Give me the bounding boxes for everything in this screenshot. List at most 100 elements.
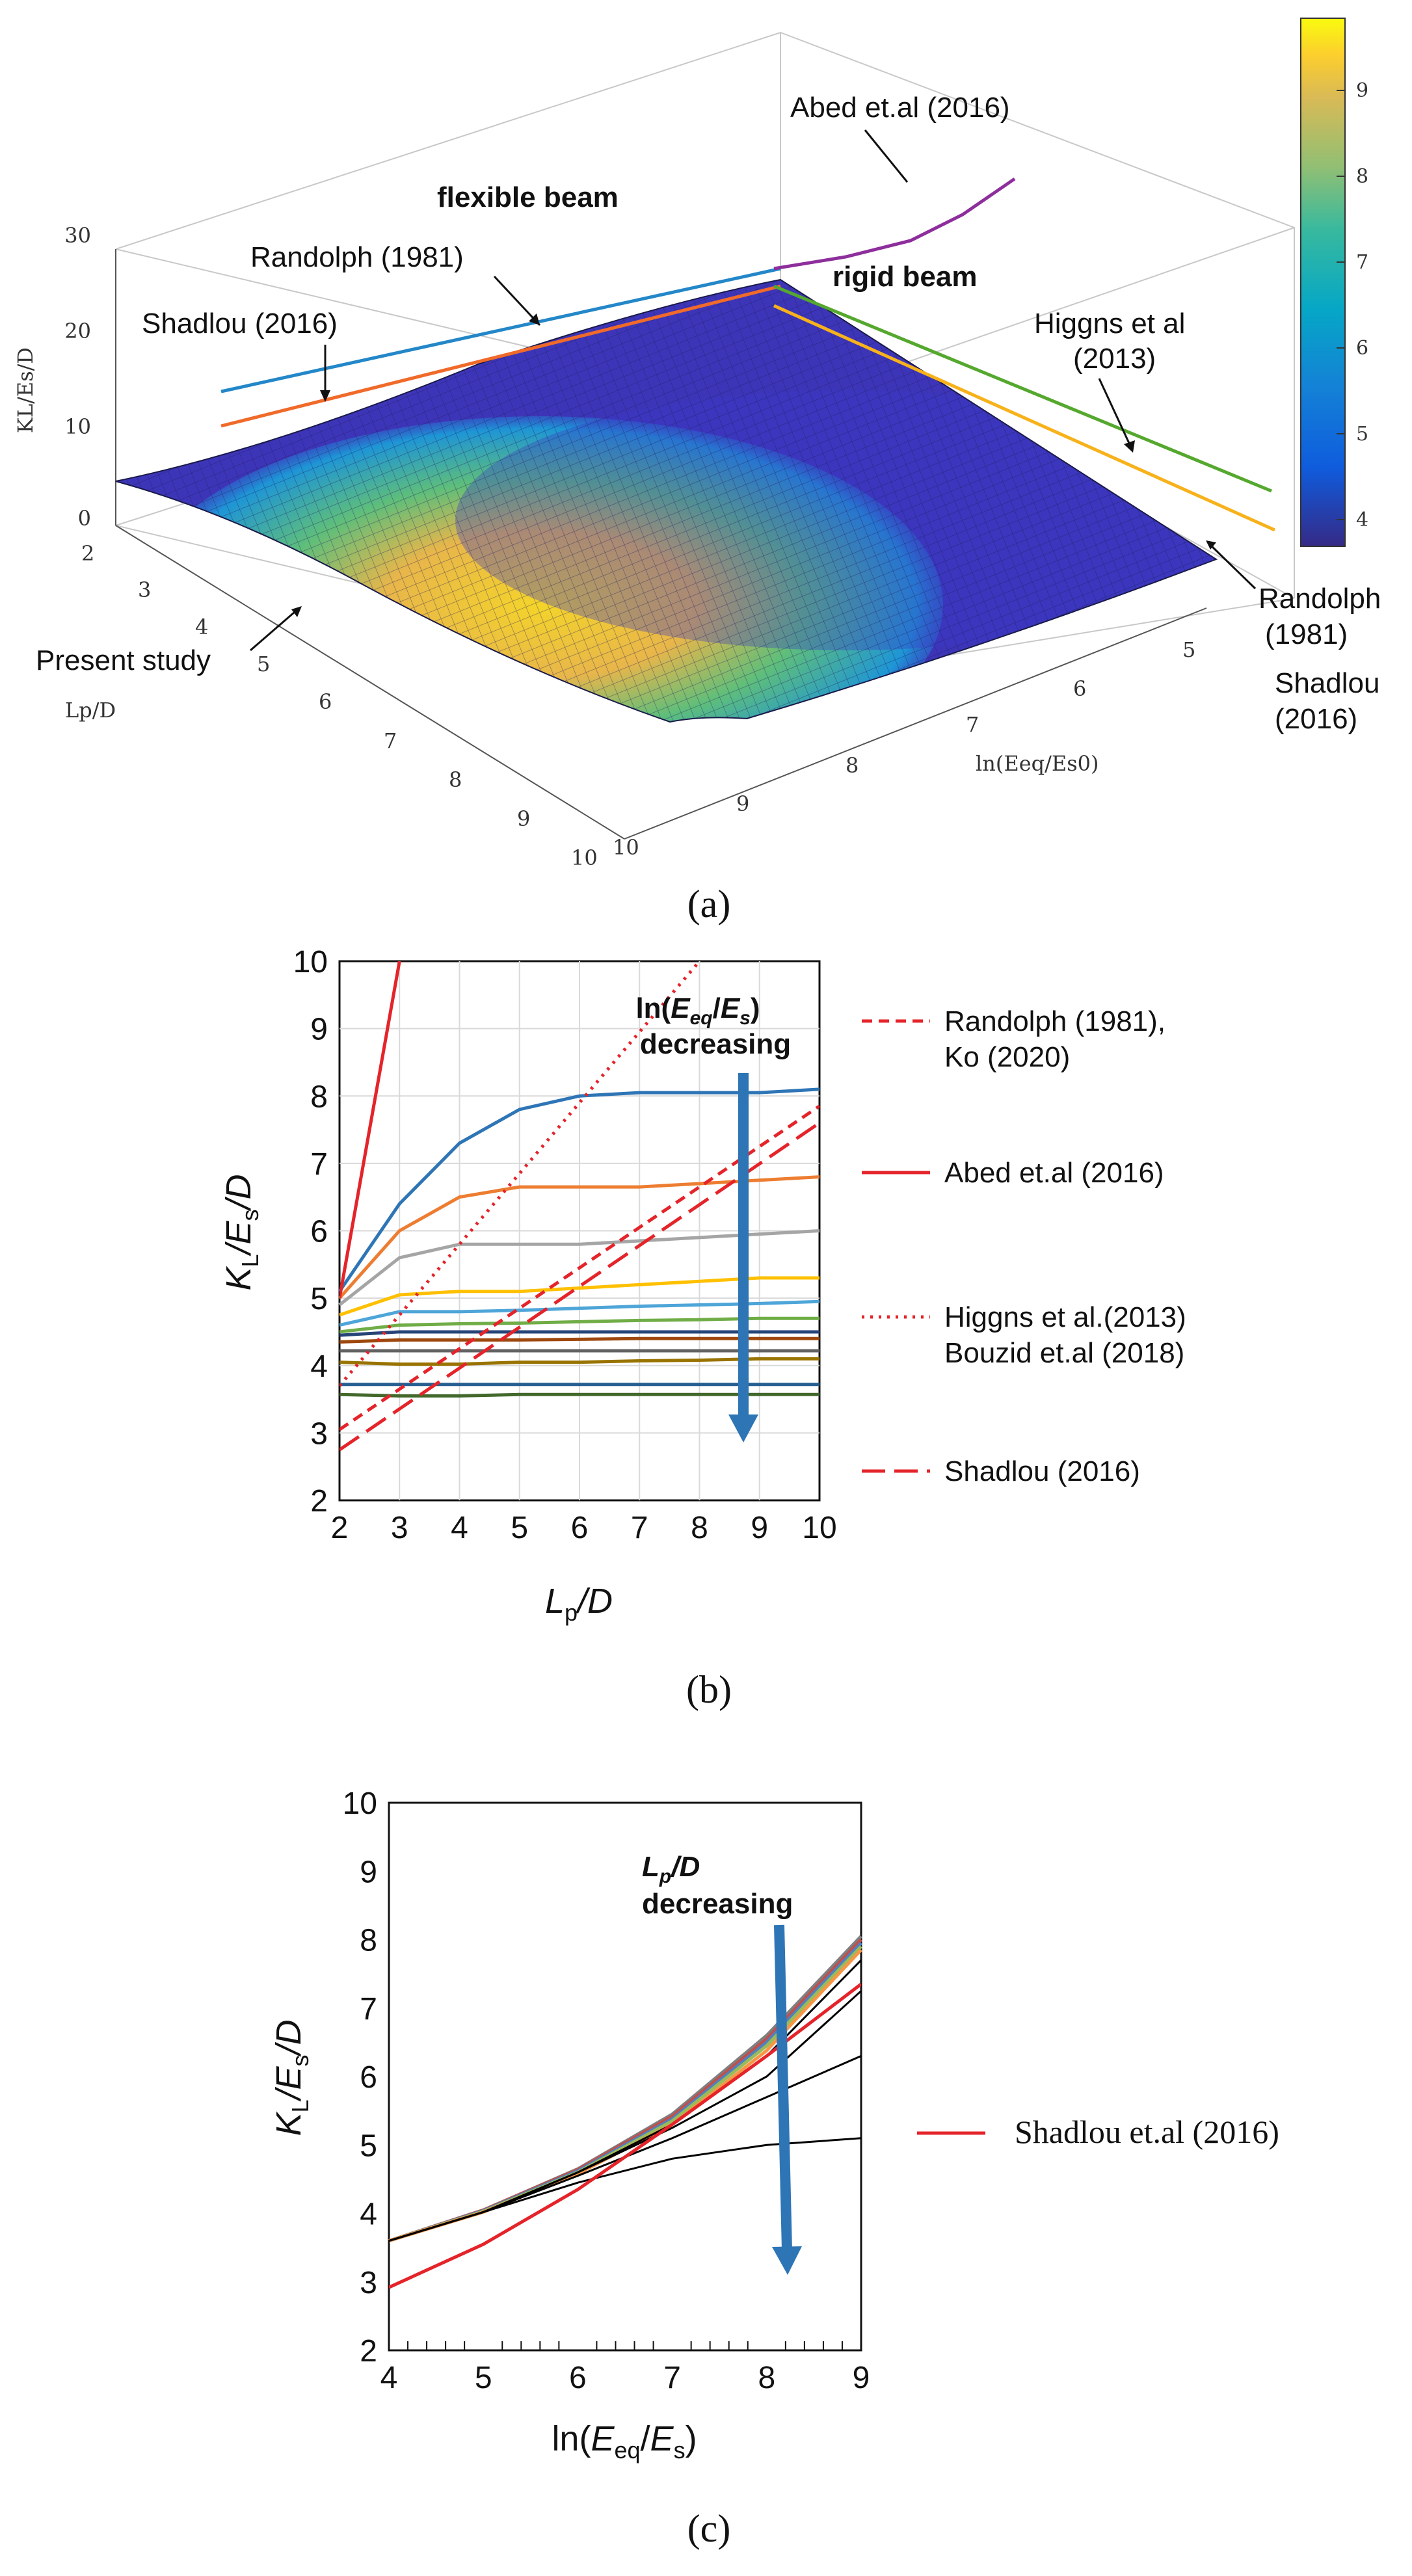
- y-tick-label: 2: [360, 2334, 377, 2369]
- x-tick-label: 3: [391, 1511, 408, 1545]
- decreasing-arrow: [728, 1073, 758, 1442]
- legend-label: Abed et.al (2016): [944, 1157, 1164, 1189]
- annotation-randolph: Randolph (1981): [250, 241, 464, 273]
- x-tick-label: 8: [758, 2361, 775, 2395]
- x-tick-label: 10: [802, 1511, 836, 1545]
- x-ticks: 4 5 6 7 8 9: [380, 2341, 870, 2395]
- x-tick-label: 4: [451, 1511, 468, 1545]
- annotation-present-study: Present study: [36, 644, 211, 676]
- y-tick-label: 9: [360, 1855, 377, 1889]
- reference-line: [340, 961, 401, 1299]
- y-tick-label: 6: [310, 1215, 328, 1249]
- y-ticks: 2 3 4 5 6 7 8 9 10: [343, 1786, 377, 2369]
- x-axis-ticks: 2 3 4 5 6 7 8 9 10: [81, 541, 598, 870]
- y-tick: 9: [736, 791, 749, 816]
- z-tick: 10: [64, 414, 91, 439]
- x-tick-label: 5: [475, 2361, 492, 2395]
- y-axis-label: KL/Es/D: [269, 2019, 313, 2136]
- panel-b-line-chart: 2 3 4 5 6 7 8 9 10 2 3 4 5 6 7 8 9 10 ln(Eeq/Es) decreas…: [219, 945, 1186, 1711]
- arrow-label-line2: decreasing: [642, 1888, 793, 1920]
- panel-c-line-chart: 4 5 6 7 8 9 2 3 4 5 6 7 8 9 10 Lp/D decreasing ln(Eeq…: [269, 1786, 1279, 2550]
- legend-label: Shadlou (2016): [944, 1455, 1140, 1487]
- arrow-label-line1: ln(Eeq/Es): [635, 992, 760, 1029]
- y-tick-label: 6: [360, 2060, 377, 2095]
- annotation-randolph-right-2: (1981): [1265, 618, 1348, 650]
- decreasing-arrow: [772, 1924, 802, 2275]
- panel-c-label: (c): [687, 2507, 731, 2550]
- x-axis-label: ln(Eeq/Es): [552, 2419, 697, 2463]
- y-tick-label: 8: [360, 1924, 377, 1958]
- y-tick-label: 2: [310, 1484, 328, 1519]
- y-tick-label: 10: [293, 945, 328, 979]
- y-tick-label: 8: [310, 1080, 328, 1114]
- annotation-shadlou-right-1: Shadlou: [1275, 667, 1379, 699]
- x-tick: 3: [138, 578, 151, 602]
- x-tick-label: 7: [631, 1511, 648, 1545]
- shadlou-line-3d: [220, 284, 781, 428]
- x-tick: 6: [319, 689, 332, 714]
- colorbar-tick: 8: [1356, 165, 1368, 188]
- annotation-shadlou-right-2: (2016): [1275, 703, 1357, 735]
- arrow-label-line2: decreasing: [640, 1028, 791, 1060]
- x-tick: 4: [195, 615, 208, 639]
- x-tick-label: 4: [380, 2361, 398, 2395]
- x-ticks: 2 3 4 5 6 7 8 9 10: [331, 1511, 837, 1545]
- abed-line-3d: [773, 177, 1016, 271]
- y-tick: 6: [1073, 676, 1086, 701]
- annotation-rigid-beam: rigid beam: [833, 261, 978, 293]
- x-tick-label: 5: [511, 1511, 528, 1545]
- panel-a-label-text: (a): [687, 883, 731, 925]
- legend: Shadlou et.al (2016): [917, 2114, 1279, 2150]
- panel-a-label: (a): [687, 883, 731, 925]
- arrow-label-line1: Lp/D: [642, 1851, 700, 1887]
- panel-b-label: (b): [686, 1668, 732, 1711]
- annotation-flexible-beam: flexible beam: [437, 181, 619, 213]
- panel-a-surface-plot: 30 20 10 0 KL/Es/D 2 3 4 5 6 7 8 9 10 Lp…: [13, 18, 1381, 925]
- legend-label: Ko (2020): [944, 1041, 1070, 1073]
- y-tick-label: 4: [360, 2198, 377, 2232]
- z-axis-ticks: 30 20 10 0: [64, 223, 91, 531]
- colorbar-tick: 5: [1356, 423, 1368, 445]
- randolph-line-3d: [220, 267, 781, 393]
- y-axis-label: ln(Eeq/Es0): [976, 751, 1099, 776]
- x-tick: 10: [571, 845, 598, 870]
- annotation-abed: Abed et.al (2016): [790, 92, 1010, 124]
- x-tick-label: 6: [569, 2361, 587, 2395]
- z-tick: 0: [78, 506, 91, 531]
- x-tick: 9: [517, 806, 530, 831]
- z-tick: 30: [64, 223, 91, 248]
- annotation-higgns: Higgns et al: [1034, 308, 1185, 339]
- x-tick-label: 9: [853, 2361, 870, 2395]
- legend: Randolph (1981), Ko (2020) Abed et.al (2…: [862, 1005, 1186, 1487]
- plot-frame: [388, 1801, 862, 2352]
- y-tick-label: 3: [310, 1416, 328, 1451]
- z-axis-label: KL/Es/D: [13, 347, 38, 433]
- y-tick-label: 5: [360, 2129, 377, 2163]
- y-tick-label: 7: [310, 1147, 328, 1182]
- annotation-shadlou: Shadlou (2016): [142, 308, 338, 339]
- y-tick: 5: [1182, 637, 1195, 662]
- colorbar-tick: 7: [1356, 251, 1368, 274]
- x-tick-label: 8: [691, 1511, 708, 1545]
- x-tick: 5: [257, 652, 270, 676]
- y-tick-label: 5: [310, 1282, 328, 1316]
- x-tick: 8: [449, 767, 462, 792]
- annotation-higgns-year: (2013): [1073, 343, 1156, 375]
- surface: [116, 280, 1216, 722]
- z-tick: 20: [64, 319, 91, 343]
- x-tick: 2: [81, 541, 94, 566]
- y-ticks: 2 3 4 5 6 7 8 9 10: [293, 945, 328, 1519]
- y-tick-label: 7: [360, 1992, 377, 2026]
- panel-a-reference-lines: [220, 177, 1276, 532]
- legend-label: Bouzid et.al (2018): [944, 1337, 1184, 1369]
- y-tick-label: 4: [310, 1349, 328, 1384]
- x-axis-label: Lp/D: [545, 1582, 613, 1626]
- colorbar: 9 8 7 6 5 4: [1300, 18, 1368, 547]
- x-tick: 7: [384, 728, 397, 753]
- legend-label: Randolph (1981),: [944, 1005, 1166, 1037]
- panel-a-annotations: Abed et.al (2016) flexible beam rigid be…: [36, 92, 1381, 735]
- y-tick-label: 10: [343, 1786, 377, 1821]
- x-tick-label: 7: [663, 2361, 681, 2395]
- x-tick-label: 6: [571, 1511, 589, 1545]
